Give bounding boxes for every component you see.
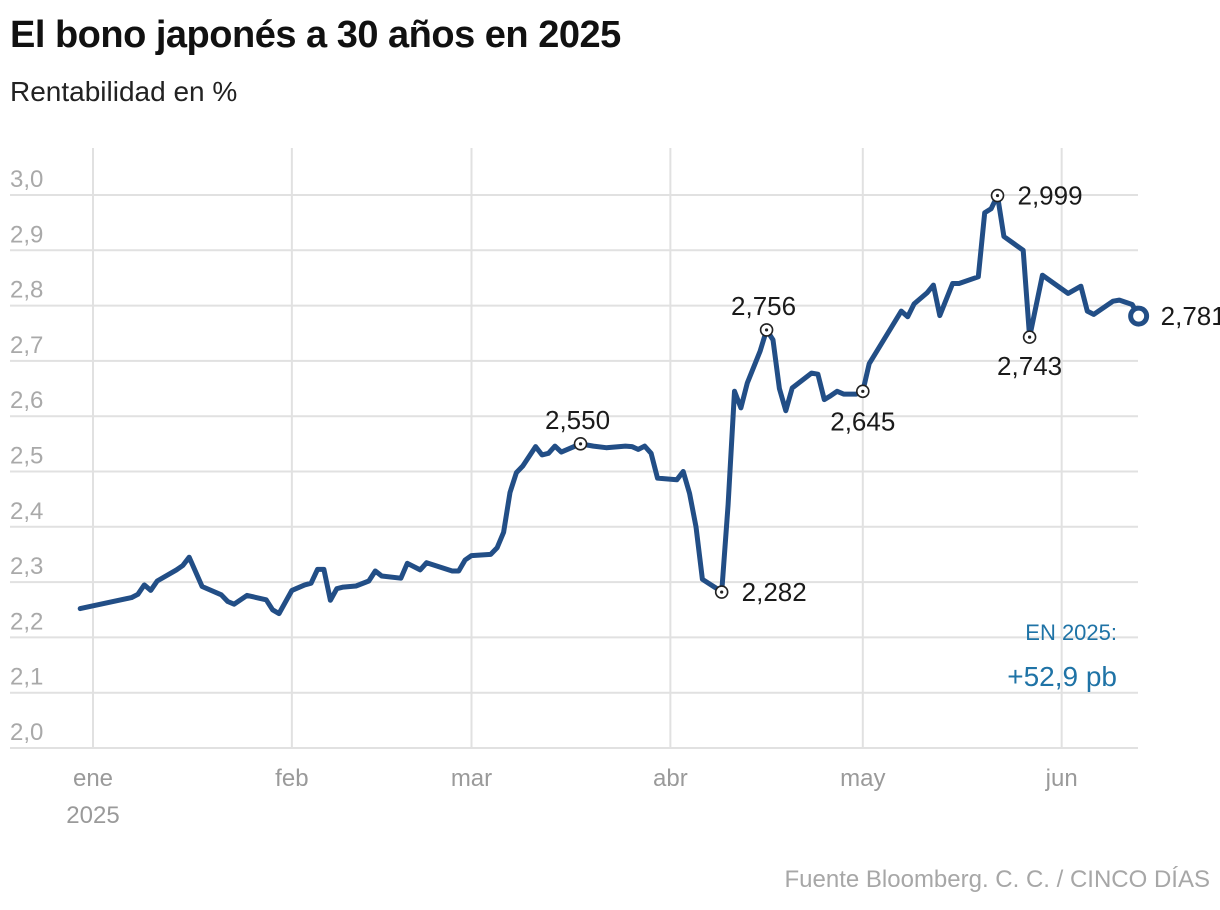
y-tick-label: 2,7 bbox=[10, 332, 43, 359]
y-tick-label: 2,6 bbox=[10, 387, 43, 414]
y-tick-label: 2,5 bbox=[10, 443, 43, 470]
series-line bbox=[77, 193, 1142, 617]
x-axis-tick-labels: ene 2025 feb mar abr may jun bbox=[66, 765, 1077, 829]
annotation-label: 2,756 bbox=[731, 291, 796, 321]
y-tick-label: 2,0 bbox=[10, 719, 43, 746]
y-tick-label: 2,3 bbox=[10, 553, 43, 580]
annotation-marker-dot bbox=[720, 590, 724, 594]
annotation-marker-dot bbox=[578, 442, 583, 446]
summary-label: EN 2025: bbox=[1025, 620, 1117, 645]
annotation-label: 2,282 bbox=[742, 577, 807, 607]
y-tick-label: 3,0 bbox=[10, 166, 43, 193]
annotation-label: 2,550 bbox=[545, 405, 610, 435]
annotation-marker-dot bbox=[1027, 335, 1032, 339]
x-tick-label: may bbox=[840, 765, 885, 792]
chart-title: El bono japonés a 30 años en 2025 bbox=[10, 14, 621, 56]
annotation-label: 2,743 bbox=[997, 351, 1062, 381]
y-tick-label: 2,4 bbox=[10, 498, 43, 525]
horizontal-gridlines bbox=[10, 194, 1138, 749]
x-tick-label: abr bbox=[653, 765, 688, 792]
last-value-marker bbox=[1128, 305, 1150, 327]
source-credit: Fuente Bloomberg. C. C. / CINCO DÍAS bbox=[784, 866, 1210, 893]
vertical-gridlines bbox=[92, 148, 1063, 748]
annotation-label: 2,999 bbox=[1018, 181, 1083, 211]
annotations-layer: 2,550 2,282 2,756 2,645 2,999 2,743 2,781 bbox=[545, 181, 1220, 608]
x-tick-sublabel: 2025 bbox=[66, 802, 119, 829]
chart-subtitle: Rentabilidad en % bbox=[10, 76, 238, 107]
annotation-marker-dot bbox=[995, 193, 1000, 198]
summary-value: +52,9 pb bbox=[1007, 661, 1117, 692]
annotation-marker-dot bbox=[861, 389, 865, 393]
x-tick-label: feb bbox=[275, 765, 308, 792]
y-axis-tick-labels: 2,0 2,1 2,2 2,3 2,4 2,5 2,6 2,7 2,8 2,9 3,0 bbox=[10, 166, 43, 746]
x-tick-label: mar bbox=[451, 765, 492, 792]
series-layer bbox=[77, 193, 1142, 617]
x-tick-label: ene bbox=[73, 765, 113, 792]
y-tick-label: 2,8 bbox=[10, 277, 43, 304]
annotation-marker-dot bbox=[764, 328, 769, 332]
x-tick-label: jun bbox=[1045, 765, 1078, 792]
y-tick-label: 2,9 bbox=[10, 221, 43, 248]
annotation-label: 2,645 bbox=[830, 406, 895, 436]
annotation-label: 2,781 bbox=[1161, 301, 1220, 331]
y-tick-label: 2,2 bbox=[10, 608, 43, 635]
y-tick-label: 2,1 bbox=[10, 664, 43, 691]
